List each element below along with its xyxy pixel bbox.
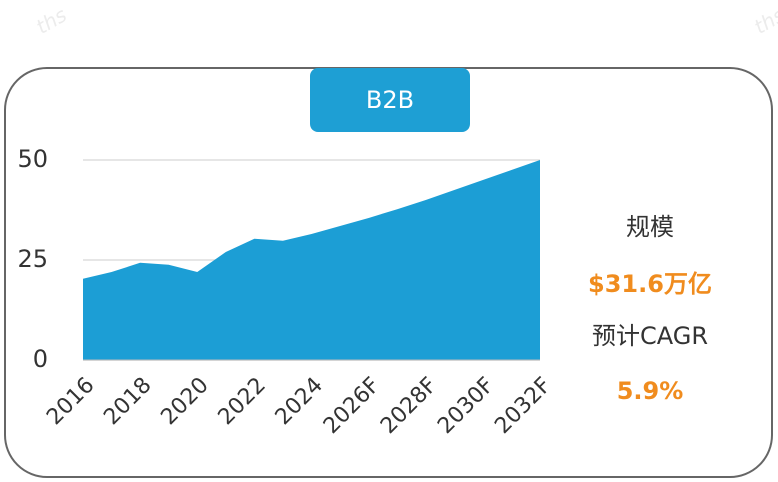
x-tick-label: 2022	[214, 373, 271, 430]
watermark: ths	[750, 3, 778, 39]
chart-title: B2B	[366, 86, 414, 114]
x-tick-label: 2032F	[490, 373, 556, 439]
annotation: 5.9%	[617, 377, 684, 405]
y-tick-label: 25	[17, 245, 48, 273]
x-tick-label: 2016	[42, 373, 99, 430]
x-tick-label: 2028F	[376, 373, 442, 439]
watermark: ths	[32, 3, 71, 39]
annotation: 规模	[626, 213, 674, 241]
y-tick-label: 0	[33, 345, 48, 373]
annotation: $31.6万亿	[588, 270, 712, 298]
x-tick-label: 2030F	[433, 373, 499, 439]
x-tick-label: 2018	[99, 373, 156, 430]
y-tick-label: 50	[17, 145, 48, 173]
area	[83, 160, 540, 360]
title-tab	[310, 68, 470, 132]
x-tick-label: 2026F	[319, 373, 385, 439]
x-tick-label: 2020	[156, 373, 213, 430]
annotation: 预计CAGR	[592, 322, 708, 350]
